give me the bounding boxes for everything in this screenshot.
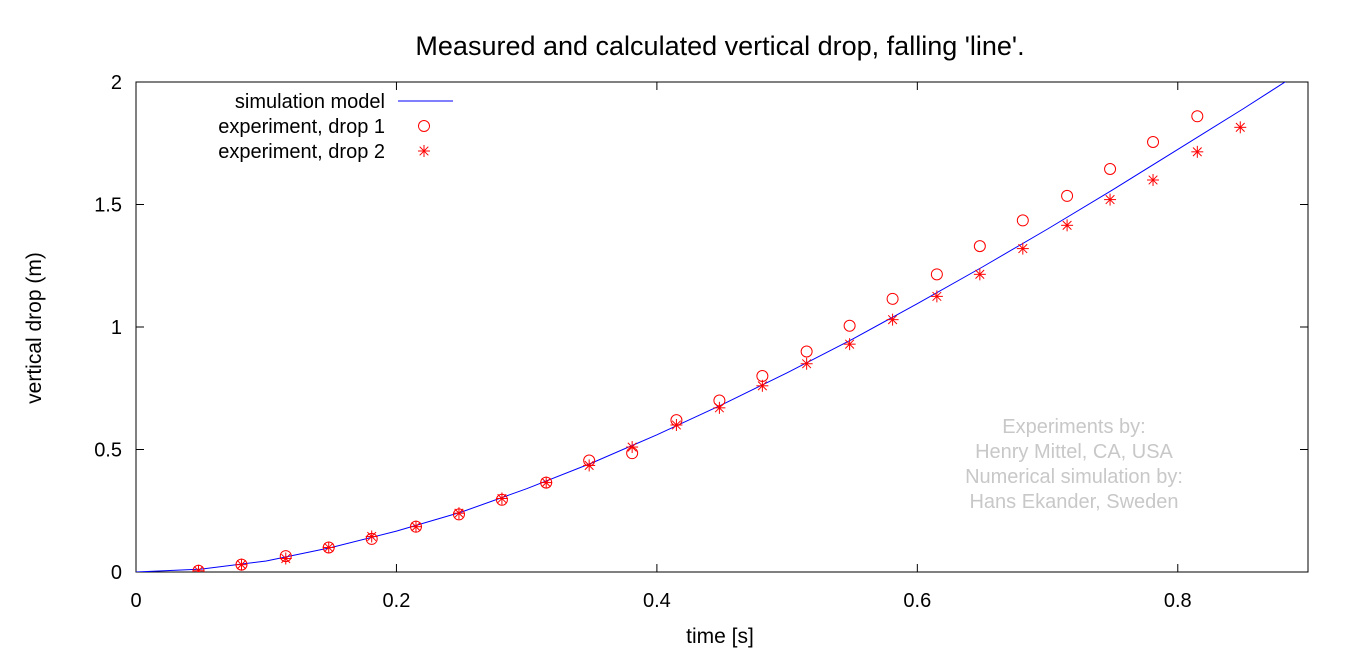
drop1-point: [930, 268, 943, 281]
drop2-point: [495, 492, 508, 505]
drop1-point: [1191, 110, 1204, 123]
x-tick-label: 0.8: [1164, 590, 1192, 612]
drop2-point: [1234, 121, 1247, 134]
drop1-point: [973, 240, 986, 253]
chart-title: Measured and calculated vertical drop, f…: [415, 31, 1024, 61]
drop2-point: [886, 313, 899, 326]
drop1-point: [1061, 189, 1074, 202]
y-axis: 0 0.5 1 1.5 2: [94, 72, 1308, 584]
credits-annotation: Experiments by: Henry Mittel, CA, USA Nume…: [965, 416, 1183, 513]
drop2-point: [409, 520, 422, 533]
drop2-point: [1016, 242, 1029, 255]
drop2-point: [713, 401, 726, 414]
drop2-point: [1191, 145, 1204, 158]
drop2-point: [1061, 219, 1074, 232]
x-tick-label: 0: [130, 590, 141, 612]
series-3: [192, 121, 1247, 572]
drop1-point: [1147, 136, 1160, 149]
drop2-point: [192, 564, 205, 572]
drop2-point: [1147, 174, 1160, 186]
legend-swatch-marker: [418, 145, 430, 157]
drop1-point: [1016, 214, 1029, 227]
legend: simulation model experiment, drop 1 experi…: [218, 91, 453, 163]
drop2-point: [365, 530, 378, 543]
drop2-point: [452, 507, 465, 520]
drop2-point: [322, 541, 335, 554]
credit-line: Henry Mittel, CA, USA: [975, 441, 1173, 463]
y-tick-label: 0: [111, 562, 122, 584]
y-tick-label: 1: [111, 317, 122, 339]
drop2-point: [583, 459, 596, 472]
series-layer: [136, 82, 1286, 572]
drop2-point: [235, 558, 248, 571]
drop2-point: [973, 268, 986, 281]
drop2-point: [1104, 193, 1117, 206]
drop2-point: [930, 290, 943, 303]
x-tick-label: 0.2: [383, 590, 411, 612]
drop2-point: [843, 338, 856, 351]
x-tick-label: 0.4: [643, 590, 671, 612]
y-tick-label: 1.5: [94, 195, 122, 217]
drop2-point: [800, 357, 813, 370]
drop2-point: [279, 552, 292, 565]
drop1-point: [886, 292, 899, 305]
legend-label: experiment, drop 2: [218, 141, 385, 163]
x-tick-label: 0.6: [903, 590, 931, 612]
drop1-point: [1104, 162, 1117, 175]
legend-swatch-marker: [418, 120, 430, 132]
drop1-point: [800, 345, 813, 358]
credit-line: Hans Ekander, Sweden: [969, 491, 1178, 513]
y-axis-label: vertical drop (m): [23, 252, 46, 404]
x-axis: 0 0.2 0.4 0.6 0.8: [130, 82, 1192, 612]
credit-line: Numerical simulation by:: [965, 466, 1183, 488]
credit-line: Experiments by:: [1002, 416, 1145, 438]
drop1-point: [843, 319, 856, 332]
legend-label: simulation model: [235, 91, 385, 113]
x-axis-label: time [s]: [686, 625, 754, 648]
drop2-point: [540, 476, 553, 489]
drop2-point: [626, 441, 639, 454]
drop2-point: [756, 379, 769, 392]
y-tick-label: 0.5: [94, 440, 122, 462]
y-tick-label: 2: [111, 72, 122, 94]
drop2-point: [670, 419, 683, 431]
legend-label: experiment, drop 1: [218, 116, 385, 138]
